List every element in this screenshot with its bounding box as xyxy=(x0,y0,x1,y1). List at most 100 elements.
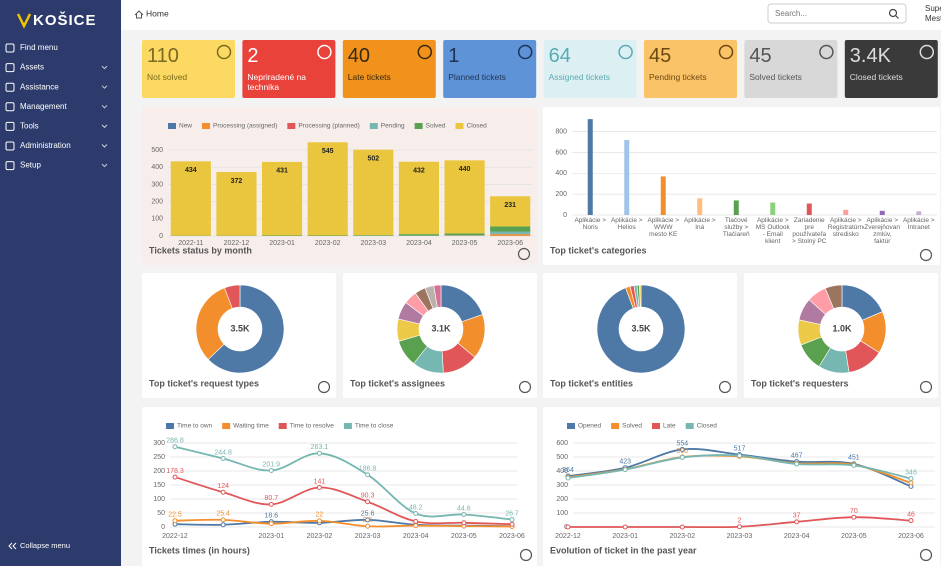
series-point xyxy=(268,467,274,473)
x-tick-label: 2023-01 xyxy=(612,533,638,540)
bar-segment xyxy=(444,160,485,234)
card-label: Closed tickets xyxy=(849,72,903,82)
y-tick-label: 100 xyxy=(153,496,165,503)
y-tick-label: 500 xyxy=(556,454,568,461)
card-value: 64 xyxy=(548,45,571,67)
menu-icon xyxy=(5,121,15,131)
y-tick-label: 300 xyxy=(153,440,165,447)
menu-chevron xyxy=(101,124,108,129)
menu-icon xyxy=(5,141,15,151)
card-value: 2 xyxy=(247,45,259,67)
menu-item[interactable]: Assistance xyxy=(20,82,59,91)
point-label: 124 xyxy=(217,483,229,490)
counter-card[interactable] xyxy=(744,40,838,98)
menu-item[interactable]: Setup xyxy=(20,161,41,170)
panel xyxy=(543,107,940,265)
search-icon xyxy=(888,8,898,18)
card-label: Nepriradené na technika xyxy=(247,72,306,92)
series-point xyxy=(268,521,274,527)
point-label: 70 xyxy=(850,508,858,515)
point-label: 25.4 xyxy=(216,511,230,518)
counter-card[interactable] xyxy=(443,40,537,98)
legend-label: Time to close xyxy=(355,423,394,430)
card-icon xyxy=(317,44,332,60)
legend-swatch xyxy=(278,423,287,429)
chart-title: Top ticket's requesters xyxy=(751,378,849,388)
counter-card[interactable] xyxy=(142,40,235,98)
menu-item[interactable]: Administration xyxy=(20,141,71,150)
counter-card[interactable] xyxy=(543,40,637,98)
point-label: 26.7 xyxy=(505,510,519,517)
menu-item[interactable]: Management xyxy=(20,102,67,111)
counter-card[interactable] xyxy=(342,40,436,98)
point-label: 178.3 xyxy=(166,468,184,475)
x-tick-label: Aplikácie > Noris xyxy=(574,217,607,231)
collapse-menu[interactable]: Collapse menu xyxy=(20,541,70,550)
logo-mark xyxy=(16,13,32,29)
series-point xyxy=(220,522,226,528)
point-label: 2.6 xyxy=(363,517,373,524)
x-tick-label: 2022-12 xyxy=(555,533,581,540)
series-point xyxy=(737,453,742,459)
card-label: Planned tickets xyxy=(448,72,506,82)
donut-slice xyxy=(596,284,686,374)
bar xyxy=(660,176,666,215)
bar xyxy=(624,139,630,215)
y-tick-label: 100 xyxy=(151,216,163,223)
y-tick-label: 400 xyxy=(555,170,567,177)
bar xyxy=(697,198,703,215)
card-icon xyxy=(517,44,533,60)
counter-card[interactable] xyxy=(242,40,336,98)
search-box[interactable] xyxy=(767,3,907,24)
menu-chevron xyxy=(101,144,108,148)
series-point xyxy=(220,489,226,495)
menu-icon xyxy=(5,82,15,92)
bar-total-label: 431 xyxy=(276,168,288,175)
series-point xyxy=(220,455,226,461)
series-point xyxy=(316,450,322,456)
legend-swatch xyxy=(611,423,620,429)
point-label: 22.5 xyxy=(168,512,182,519)
menu-item[interactable]: Tools xyxy=(20,122,39,131)
menu-item[interactable]: Find menu xyxy=(20,43,58,52)
counter-card[interactable] xyxy=(644,40,737,98)
series-point xyxy=(622,467,628,473)
panel-icon xyxy=(317,380,331,394)
bar-segment xyxy=(444,233,485,236)
bar-segment xyxy=(261,235,303,236)
x-tick-label: 2023-05 xyxy=(452,240,478,247)
card-icon xyxy=(819,44,834,60)
counter-card[interactable] xyxy=(844,40,938,98)
card-label: Not solved xyxy=(147,72,188,82)
donut-center-label: 3.1K xyxy=(431,323,451,333)
legend-swatch xyxy=(652,423,661,429)
panel-icon xyxy=(518,380,532,394)
x-tick-label: Aplikácie > MS Outlook - Email klient xyxy=(755,217,790,245)
panel xyxy=(744,273,938,398)
legend-swatch xyxy=(567,423,575,429)
legend-label: Processing (planned) xyxy=(298,123,359,130)
bar-total-label: 231 xyxy=(504,202,516,209)
bar-total-label: 432 xyxy=(413,168,425,175)
x-tick-label: 2023-05 xyxy=(841,533,867,540)
x-tick-label: Aplikácie > WWW mesto KE xyxy=(647,217,680,238)
donut-slice xyxy=(824,284,843,310)
point-label: 186.8 xyxy=(359,466,377,473)
bar-total-label: 545 xyxy=(322,148,334,155)
y-tick-label: 0 xyxy=(563,212,567,219)
menu-item[interactable]: Assets xyxy=(20,63,44,72)
chart-title: Tickets status by month xyxy=(149,245,252,255)
series-point xyxy=(622,524,628,530)
menu-chevron xyxy=(101,85,108,89)
y-tick-label: 300 xyxy=(151,181,163,188)
point-label: 554 xyxy=(676,440,688,447)
x-tick-label: 2023-02 xyxy=(307,533,333,540)
x-tick-label: Zariadenie pre používateľa > Stolný PC xyxy=(791,217,827,245)
bar-total-label: 434 xyxy=(185,167,197,174)
series-point xyxy=(737,524,742,530)
breadcrumb[interactable]: Home xyxy=(146,8,169,18)
y-tick-label: 500 xyxy=(151,147,163,154)
point-label: 423 xyxy=(619,459,631,466)
series-point xyxy=(851,514,857,520)
